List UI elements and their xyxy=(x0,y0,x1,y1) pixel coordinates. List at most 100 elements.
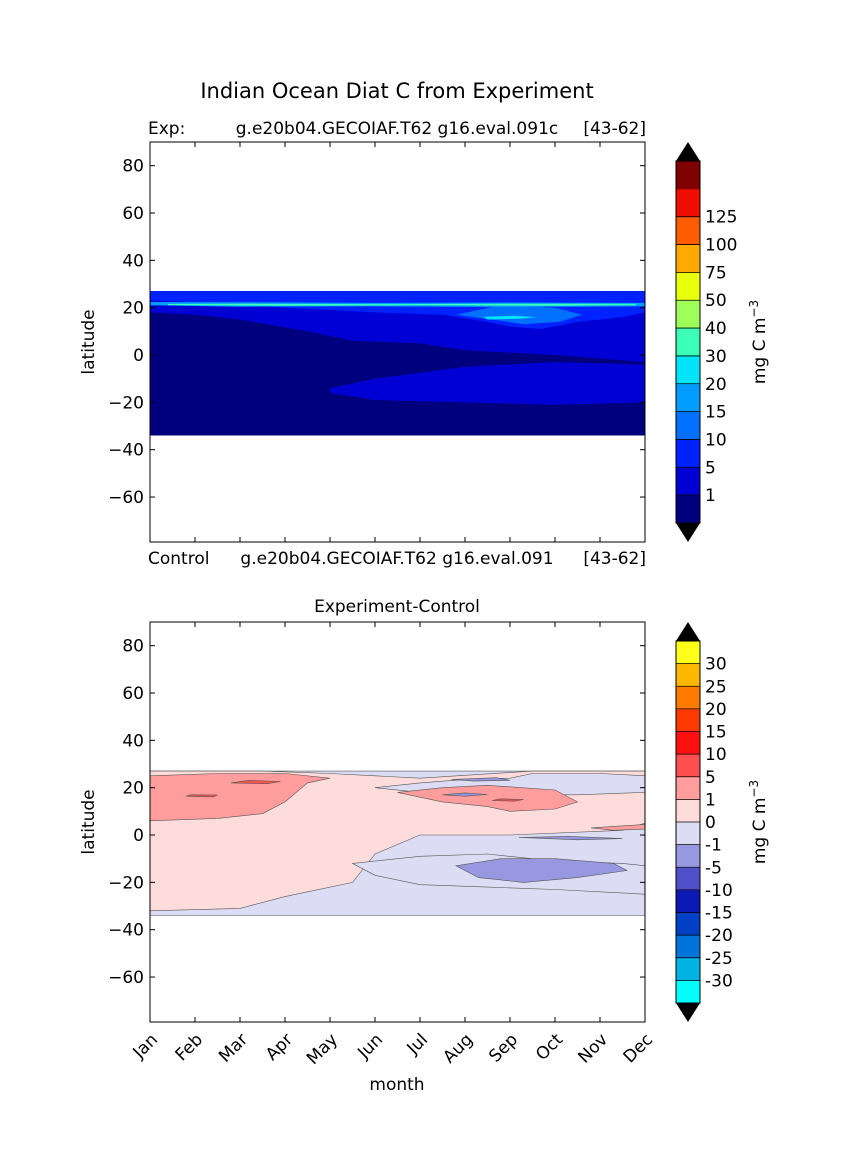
bottom-contour-region-5 xyxy=(150,773,331,822)
bottom-y-tick-label: 40 xyxy=(122,731,144,751)
top-colorbar-unit-label: mg C m−3 xyxy=(747,300,770,384)
bottom-x-tick-label: Oct xyxy=(532,1030,567,1065)
bottom-y-tick-label: −60 xyxy=(108,968,144,988)
bottom-colorbar-segment-7 xyxy=(676,822,700,846)
bottom-y-tick-label: 80 xyxy=(122,637,144,657)
top-plot-frame xyxy=(149,141,646,543)
control-title-right: [43-62] xyxy=(583,549,646,569)
bottom-x-tick-label: Nov xyxy=(574,1030,612,1068)
bottom-colorbar-tick-label: 10 xyxy=(705,745,727,765)
bottom-colorbar-segment-2 xyxy=(676,935,700,959)
top-colorbar-under-triangle xyxy=(676,523,700,542)
bottom-x-tick-label: Dec xyxy=(620,1030,657,1067)
top-title-right: [43-62] xyxy=(583,119,646,139)
bottom-colorbar-tick-label: 30 xyxy=(705,655,727,675)
bottom-contour-region-7 xyxy=(230,779,281,785)
top-y-tick-label: −20 xyxy=(108,393,144,413)
bottom-x-tick-label: Jun xyxy=(353,1030,387,1064)
bottom-colorbar-tick-label: -10 xyxy=(705,881,733,901)
bottom-colorbar-segment-11 xyxy=(676,731,700,755)
top-contour-region-6 xyxy=(168,303,636,306)
top-colorbar-segment-5 xyxy=(676,355,700,385)
top-colorbar-tick-label: 40 xyxy=(705,319,727,339)
bottom-x-tick-label: Jan xyxy=(129,1030,162,1063)
top-colorbar-tick-label: 1 xyxy=(705,486,716,506)
bottom-colorbar-segment-5 xyxy=(676,867,700,891)
top-y-tick-label: 20 xyxy=(122,299,144,319)
bottom-plot-frame xyxy=(149,621,646,1023)
bottom-colorbar-tick-label: 20 xyxy=(705,700,727,720)
bottom-y-axis-label: latitude xyxy=(79,789,99,854)
top-colorbar-tick-label: 50 xyxy=(705,291,727,311)
top-colorbar-unit-exponent: −3 xyxy=(747,300,761,318)
top-colorbar-segment-0 xyxy=(676,495,700,524)
top-colorbar-tick-label: 125 xyxy=(705,208,737,228)
bottom-y-tick-label: 0 xyxy=(133,826,144,846)
bottom-subtitle: Experiment-Control xyxy=(314,597,480,617)
top-colorbar-segment-9 xyxy=(676,244,700,273)
top-y-tick-label: 0 xyxy=(133,346,144,366)
bottom-x-tick-label: Apr xyxy=(262,1030,297,1065)
bottom-y-tick-label: 20 xyxy=(122,779,144,799)
bottom-colorbar-tick-label: -1 xyxy=(705,836,722,856)
bottom-colorbar-segment-15 xyxy=(676,641,700,665)
bottom-contour-regions xyxy=(150,770,645,916)
top-colorbar-tick-label: 15 xyxy=(705,403,727,423)
top-y-tick-label: 60 xyxy=(122,204,144,224)
bottom-y-tick-label: −40 xyxy=(108,921,144,941)
top-contour-region-2 xyxy=(330,362,645,405)
top-contour-regions xyxy=(150,291,645,436)
bottom-colorbar-segment-12 xyxy=(676,708,700,732)
top-colorbar-segment-12 xyxy=(676,161,700,190)
bottom-colorbar-tick-label: -30 xyxy=(705,971,733,991)
bottom-colorbar-tick-label: -20 xyxy=(705,926,733,946)
bottom-x-tick-label: Sep xyxy=(485,1030,522,1067)
top-colorbar-tick-label: 100 xyxy=(705,236,737,256)
bottom-colorbar-unit-label: mg C m−3 xyxy=(747,780,770,864)
top-colorbar-frame xyxy=(675,160,701,524)
top-colorbar-segment-10 xyxy=(676,216,700,245)
bottom-colorbar-tick-label: 0 xyxy=(705,813,716,833)
bottom-y-tick-label: −20 xyxy=(108,873,144,893)
bottom-colorbar-tick-label: 25 xyxy=(705,677,727,697)
bottom-colorbar-tick-label: -25 xyxy=(705,949,733,969)
bottom-colorbar-unit-base: mg C m xyxy=(750,798,770,865)
bottom-colorbar-segment-14 xyxy=(676,663,700,687)
top-y-axis-label: latitude xyxy=(79,309,99,374)
top-title-center: g.e20b04.GECOIAF.T62 g16.eval.091c xyxy=(236,119,558,139)
top-colorbar-segment-1 xyxy=(676,467,700,496)
bottom-colorbar-tick-label: 15 xyxy=(705,723,727,743)
bottom-x-tick-label: Feb xyxy=(172,1030,207,1065)
top-y-tick-label: 40 xyxy=(122,251,144,271)
top-contour-region-4 xyxy=(456,305,582,325)
bottom-y-tick-label: 60 xyxy=(122,684,144,704)
bottom-x-tick-label: Jul xyxy=(403,1030,432,1059)
top-contour-region-7 xyxy=(483,315,537,320)
top-y-tick-label: 80 xyxy=(122,157,144,177)
bottom-colorbar-segment-4 xyxy=(676,889,700,913)
top-y-tick-label: −40 xyxy=(108,441,144,461)
bottom-colorbar-segment-9 xyxy=(676,776,700,800)
bottom-colorbar-tick-label: 1 xyxy=(705,790,716,810)
top-colorbar-unit-base: mg C m xyxy=(750,318,770,385)
bottom-colorbar-unit-exponent: −3 xyxy=(747,780,761,798)
bottom-colorbar-segment-8 xyxy=(676,799,700,823)
bottom-plot: 80 60 40 20 0 −20 −40 −60 Jan Feb Mar Apr May Jun Jul A… xyxy=(108,621,657,1069)
top-colorbar-segment-6 xyxy=(676,328,700,357)
bottom-colorbar-segment-13 xyxy=(676,686,700,710)
bottom-colorbar-over-triangle xyxy=(676,622,700,641)
bottom-colorbar-tick-label: -15 xyxy=(705,904,733,924)
bottom-colorbar-segment-6 xyxy=(676,844,700,868)
control-title-left: Control xyxy=(148,549,209,569)
top-colorbar-segment-3 xyxy=(676,411,700,440)
top-colorbar-segment-8 xyxy=(676,272,700,301)
top-plot: 80 60 40 20 0 −20 −40 −60 xyxy=(108,141,646,543)
bottom-contour-region-11 xyxy=(451,777,511,782)
bottom-colorbar-tick-label: -5 xyxy=(705,858,722,878)
bottom-colorbar-under-triangle xyxy=(676,1003,700,1022)
bottom-contour-region-8 xyxy=(185,794,218,798)
top-colorbar-segment-4 xyxy=(676,383,700,413)
top-colorbar-over-triangle xyxy=(676,142,700,161)
